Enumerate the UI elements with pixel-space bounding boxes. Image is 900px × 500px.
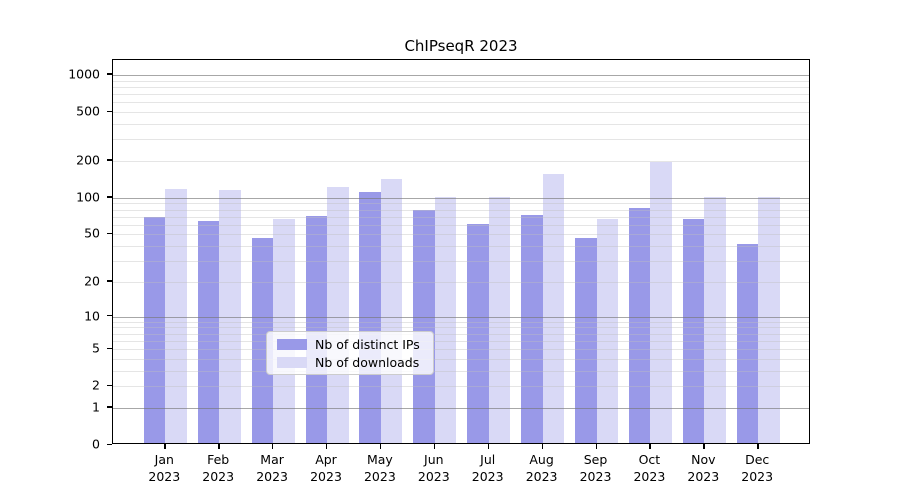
y-tick-label-0: 0	[92, 436, 100, 452]
x-tick-mark-feb	[218, 444, 220, 449]
y-tick-label-10: 10	[84, 308, 100, 324]
x-tick-label-sep: Sep 2023	[579, 452, 612, 484]
ips-color-swatch	[277, 338, 307, 350]
legend-item-downloads: Nb of downloads	[267, 355, 433, 370]
downloads-bar-apr	[327, 187, 349, 443]
y-tick-label-20: 20	[84, 273, 100, 289]
gridline-300	[113, 139, 809, 141]
ips-bar-apr	[305, 216, 327, 443]
y-tick-mark-500	[107, 110, 112, 112]
downloads-bar-jan	[165, 189, 187, 443]
y-tick-mark-2	[107, 384, 112, 387]
ips-bar-may	[359, 191, 381, 443]
y-tick-label-5: 5	[92, 340, 100, 356]
chart-title: ChIPseqR 2023	[404, 37, 518, 55]
ips-bar-nov	[682, 219, 705, 443]
x-tick-label-dec: Dec 2023	[741, 452, 774, 484]
x-tick-label-apr: Apr 2023	[310, 452, 342, 484]
downloads-bar-oct	[650, 161, 672, 443]
y-tick-label-100: 100	[76, 189, 100, 205]
x-tick-mark-sep	[595, 444, 597, 449]
y-tick-mark-100	[107, 196, 112, 198]
x-tick-mark-jul	[487, 444, 490, 449]
x-tick-mark-oct	[649, 444, 651, 449]
y-tick-mark-0	[107, 443, 112, 445]
gridline-200	[113, 160, 809, 162]
legend-item-distinct-ips: Nb of distinct IPs	[267, 337, 433, 352]
x-tick-label-jan: Jan 2023	[148, 452, 181, 484]
downloads-bar-aug	[542, 174, 565, 443]
y-tick-mark-1000	[107, 73, 112, 75]
x-tick-mark-nov	[703, 444, 705, 449]
ips-bar-aug	[521, 215, 543, 443]
ips-bar-oct	[628, 207, 651, 443]
gridline-500	[113, 112, 809, 114]
ips-bar-jan	[143, 217, 166, 443]
downloads-bar-nov	[704, 197, 726, 443]
x-tick-label-may: May 2023	[363, 452, 396, 484]
downloads-color-swatch	[277, 356, 307, 368]
y-tick-label-1: 1	[92, 399, 100, 415]
x-tick-label-mar: Mar 2023	[256, 452, 288, 484]
downloads-bar-jul	[488, 197, 511, 443]
x-tick-mark-mar	[272, 444, 274, 449]
y-tick-label-2: 2	[92, 377, 100, 393]
downloads-bar-mar	[273, 218, 295, 443]
legend-label-distinct-ips: Nb of distinct IPs	[315, 336, 420, 352]
legend-label-downloads: Nb of downloads	[315, 354, 420, 370]
ips-bar-feb	[197, 221, 220, 443]
x-tick-mark-may	[379, 444, 382, 449]
ips-bar-sep	[575, 237, 597, 443]
x-tick-mark-apr	[326, 444, 328, 449]
ips-bar-dec	[736, 244, 759, 443]
y-tick-label-50: 50	[84, 225, 100, 241]
x-tick-label-oct: Oct 2023	[633, 452, 666, 484]
y-tick-label-200: 200	[76, 152, 100, 168]
ips-bar-jun	[413, 210, 435, 443]
gridline-900	[113, 80, 809, 82]
x-tick-mark-jun	[433, 444, 436, 449]
gridline-1000	[113, 74, 809, 76]
downloads-bar-sep	[596, 219, 618, 443]
y-tick-label-1000: 1000	[68, 66, 100, 82]
x-tick-label-feb: Feb 2023	[202, 452, 235, 484]
legend: Nb of distinct IPs Nb of downloads	[266, 331, 434, 375]
plot-area	[112, 59, 810, 444]
gridline-400	[113, 123, 809, 125]
gridline-600	[113, 102, 809, 104]
x-tick-label-nov: Nov 2023	[687, 452, 720, 484]
downloads-bar-may	[380, 179, 403, 443]
gridline-800	[113, 86, 809, 88]
y-tick-mark-50	[107, 232, 112, 235]
x-tick-label-jul: Jul 2023	[471, 452, 504, 484]
downloads-bar-feb	[219, 189, 241, 443]
y-tick-mark-1	[107, 406, 112, 408]
downloads-bar-dec	[758, 196, 780, 443]
gridline-700	[113, 94, 809, 96]
x-tick-mark-dec	[757, 444, 759, 449]
y-tick-mark-20	[107, 280, 112, 282]
y-tick-mark-10	[107, 315, 112, 317]
y-tick-mark-5	[107, 347, 112, 349]
downloads-bar-jun	[434, 196, 457, 443]
x-tick-mark-aug	[541, 444, 543, 449]
ips-bar-mar	[251, 237, 274, 443]
ips-bar-jul	[467, 223, 489, 443]
y-tick-mark-200	[107, 159, 112, 161]
x-tick-mark-jan	[164, 444, 166, 449]
y-tick-label-500: 500	[76, 103, 100, 119]
x-tick-label-aug: Aug 2023	[525, 452, 558, 484]
x-tick-label-jun: Jun 2023	[417, 452, 450, 484]
